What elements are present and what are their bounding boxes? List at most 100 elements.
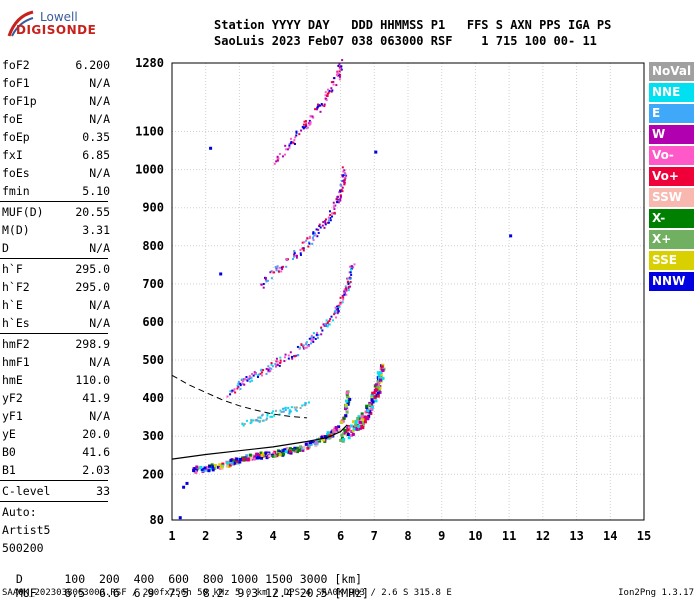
echo-point	[283, 153, 286, 156]
echo-point	[326, 94, 329, 97]
echo-point	[345, 288, 348, 291]
echo-point	[326, 325, 329, 328]
echo-point	[339, 438, 343, 442]
echo-point	[371, 405, 375, 409]
echo-point	[304, 120, 307, 123]
echo-point	[315, 234, 318, 237]
echo-point	[317, 333, 320, 336]
auto-scaling-line: 500200	[0, 539, 166, 557]
echo-point	[313, 442, 317, 446]
param-row-hes: h`Es N/A	[0, 314, 166, 332]
echo-point	[354, 420, 358, 424]
y-tick-label: 800	[142, 239, 164, 253]
param-value: N/A	[89, 298, 110, 312]
echo-point	[338, 306, 341, 309]
legend-x: X-	[649, 209, 694, 228]
legend-vo: Vo-	[649, 146, 694, 165]
echo-point	[333, 313, 336, 316]
echo-point	[350, 433, 354, 437]
echo-point	[343, 183, 346, 186]
param-row-fof1p: foF1p N/A	[0, 92, 166, 110]
echo-point	[317, 103, 320, 106]
echo-point	[376, 380, 380, 384]
echo-point	[300, 447, 304, 451]
param-name: yF2	[2, 391, 23, 405]
echo-point	[280, 266, 283, 269]
echo-point	[339, 73, 342, 76]
echo-point	[336, 201, 339, 204]
model-profile-dashed	[171, 374, 307, 419]
echo-point	[271, 365, 274, 368]
echo-point	[331, 89, 334, 92]
echo-point	[241, 378, 244, 381]
echo-point	[339, 296, 342, 299]
muf-distance-row: D 100 200 400 600 800 1000 1500 3000 [km…	[2, 558, 362, 586]
lowell-digisonde-logo: Lowell DIGISONDE	[2, 6, 122, 40]
echo-point	[343, 292, 346, 295]
echo-point	[327, 323, 330, 326]
echo-point	[307, 401, 310, 404]
echo-point	[343, 181, 346, 184]
echo-point	[348, 397, 352, 401]
echo-point	[238, 457, 242, 461]
echo-point	[345, 293, 348, 296]
echo-point	[348, 282, 351, 285]
x-tick-label: 10	[468, 529, 482, 543]
echo-point	[368, 401, 372, 405]
echo-point	[297, 353, 300, 356]
echo-point	[308, 119, 311, 122]
echo-point	[249, 422, 252, 425]
echo-point	[236, 384, 239, 387]
footer-version: Ion2Png 1.3.17	[618, 588, 694, 598]
echo-point	[308, 242, 311, 245]
echo-point	[259, 369, 262, 372]
echo-point	[322, 323, 325, 326]
echo-point	[288, 447, 292, 451]
echo-point	[275, 357, 278, 360]
echo-point	[338, 75, 341, 78]
echo-point	[293, 252, 296, 255]
echo-point	[268, 369, 271, 372]
echo-point	[232, 459, 236, 463]
echo-point	[275, 360, 278, 363]
echo-point	[321, 104, 324, 107]
echo-point	[370, 398, 374, 402]
echo-point	[309, 121, 312, 124]
muf-frequency-row: MUF 6.5 6.6 6.9 7.5 8.2 9.3 12.4 20.5 [M…	[2, 572, 369, 600]
echo-point	[298, 347, 301, 350]
echo-point	[355, 427, 359, 431]
muf-distance-values: 100 200 400 600 800 1000 1500 3000 [km]	[64, 572, 363, 586]
echo-point	[315, 333, 318, 336]
echo-point	[341, 439, 345, 443]
echo-point	[241, 457, 245, 461]
echo-point	[266, 279, 269, 282]
x-tick-label: 8	[404, 529, 411, 543]
echo-point	[278, 152, 281, 155]
echo-point	[243, 383, 246, 386]
echo-point	[345, 408, 349, 412]
echo-point	[340, 68, 343, 71]
echo-point	[229, 390, 232, 393]
echo-point	[285, 258, 288, 261]
echo-point	[234, 391, 237, 394]
echo-point	[209, 466, 213, 470]
echo-point	[245, 376, 248, 379]
echo-point	[317, 231, 320, 234]
param-value: 5.10	[82, 184, 110, 198]
param-value: N/A	[89, 112, 110, 126]
echo-point	[334, 425, 338, 429]
echo-point	[361, 420, 365, 424]
echo-point	[342, 437, 346, 441]
echo-point	[225, 464, 229, 468]
echo-point	[279, 359, 282, 362]
echo-point	[266, 412, 269, 415]
echo-point	[327, 221, 330, 224]
echo-point	[334, 311, 337, 314]
echo-point	[370, 395, 374, 399]
echo-point	[221, 462, 225, 466]
echo-point	[315, 228, 318, 231]
echo-point	[311, 237, 314, 240]
echo-point	[350, 265, 353, 268]
legend-e: E	[649, 104, 694, 123]
echo-point	[381, 376, 385, 380]
